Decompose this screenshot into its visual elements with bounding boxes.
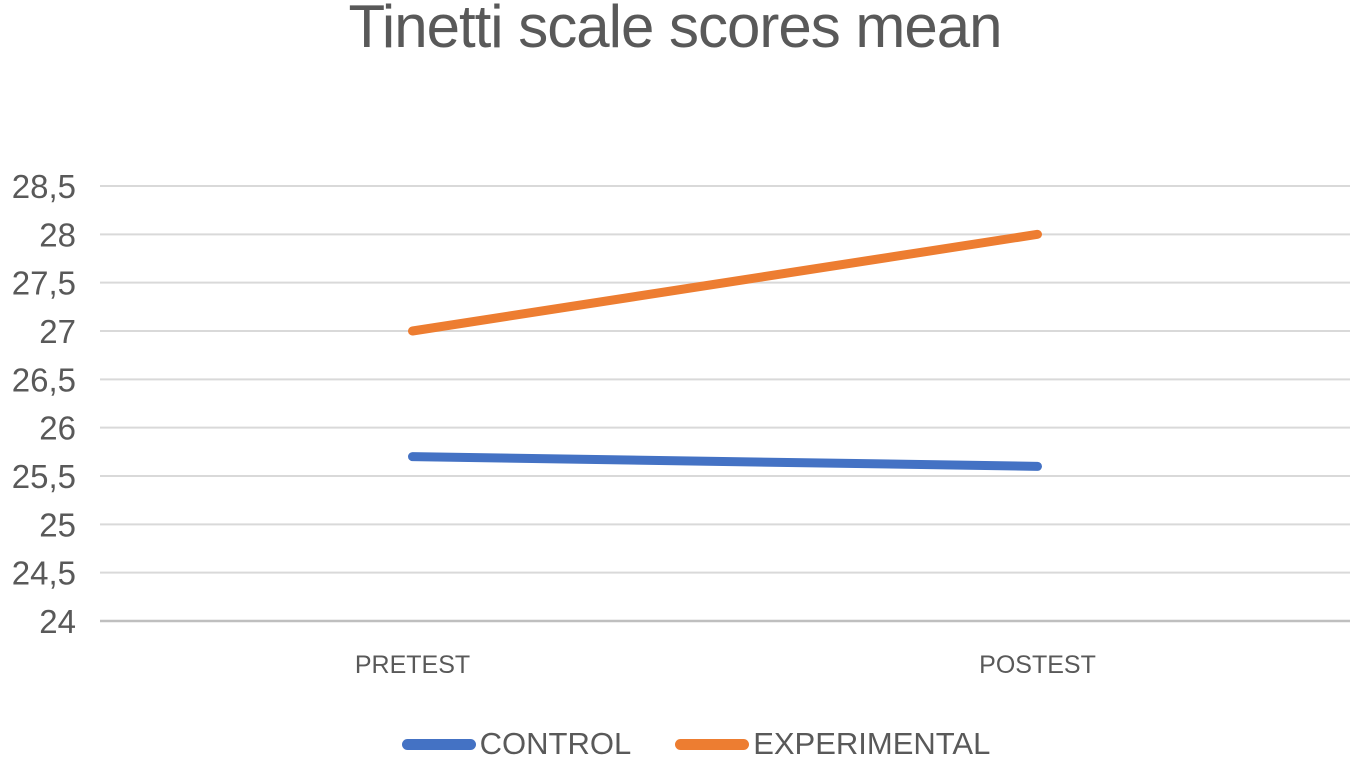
y-axis-tick-label: 24 xyxy=(39,603,76,640)
x-axis-category-label: POSTEST xyxy=(979,651,1096,679)
plot-area: 28,5 28 27,5 27 26,5 26 25,5 25 24,5 24 PRETEST POS… xyxy=(12,168,1350,679)
legend-label: EXPERIMENTAL xyxy=(753,726,991,761)
legend-swatch-control xyxy=(401,738,476,750)
y-axis-tick-label: 27 xyxy=(39,313,76,350)
x-axis-category-label: PRETEST xyxy=(355,651,470,679)
y-axis-tick-label: 25 xyxy=(39,506,76,543)
series-line-control xyxy=(408,452,1042,471)
y-axis-tick-label: 25,5 xyxy=(12,458,76,495)
y-axis-tick-label: 26,5 xyxy=(12,361,76,398)
legend-label: CONTROL xyxy=(479,726,632,761)
chart-title: Tinetti scale scores mean xyxy=(348,0,1002,60)
y-axis-tick-label: 28,5 xyxy=(12,168,76,205)
legend-item-experimental: EXPERIMENTAL xyxy=(675,726,990,761)
y-axis-tick-label: 27,5 xyxy=(12,265,76,302)
chart-legend: CONTROL EXPERIMENTAL xyxy=(0,724,1350,761)
y-axis-tick-label: 24,5 xyxy=(12,555,76,592)
legend-item-control: CONTROL xyxy=(401,726,632,761)
series-line-experimental xyxy=(408,229,1042,336)
legend-swatch-experimental xyxy=(675,738,750,750)
y-axis-tick-label: 28 xyxy=(39,216,76,253)
y-axis-tick-label: 26 xyxy=(39,410,76,447)
